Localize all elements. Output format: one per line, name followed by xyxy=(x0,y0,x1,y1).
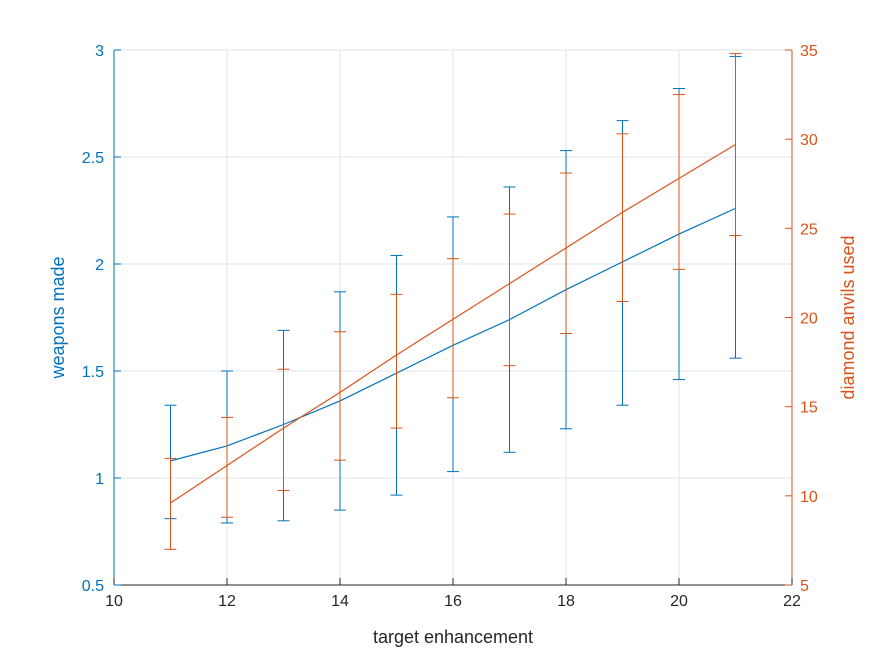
left-y-tick-label: 1 xyxy=(95,471,104,488)
left-y-axis-title: weapons made xyxy=(48,256,68,379)
left-y-tick-label: 2.5 xyxy=(82,150,104,167)
left-y-tick-label: 0.5 xyxy=(82,578,104,595)
left-y-tick-label: 2 xyxy=(95,257,104,274)
x-tick-label: 10 xyxy=(105,593,123,610)
x-axis-title: target enhancement xyxy=(373,627,533,647)
right-series-error-bar xyxy=(277,368,290,491)
x-tick-label: 16 xyxy=(444,593,462,610)
x-tick-label: 14 xyxy=(331,593,349,610)
left-y-tick-label: 3 xyxy=(95,43,104,60)
right-series-error-bar xyxy=(334,331,346,461)
x-tick-label: 22 xyxy=(783,593,801,610)
labels-layer: target enhancement weapons made diamond … xyxy=(48,235,858,647)
right-y-tick-label: 25 xyxy=(800,221,818,238)
right-y-axis-title: diamond anvils used xyxy=(838,235,858,399)
x-tick-label: 18 xyxy=(557,593,575,610)
right-y-tick-label: 35 xyxy=(800,43,818,60)
x-tick-label: 12 xyxy=(218,593,236,610)
right-y-tick-label: 20 xyxy=(800,311,818,328)
right-series-error-bar xyxy=(164,457,177,550)
series-layer xyxy=(164,53,742,550)
right-y-tick-label: 15 xyxy=(800,400,818,417)
right-series-error-bar xyxy=(503,213,516,367)
left-y-tick-label: 1.5 xyxy=(82,364,104,381)
right-y-tick-label: 10 xyxy=(800,489,818,506)
right-y-tick-label: 30 xyxy=(800,132,818,149)
right-series-error-bar xyxy=(221,416,233,518)
right-series-error-bar xyxy=(673,94,685,270)
right-series-error-bar xyxy=(390,293,403,429)
right-series-error-bar xyxy=(560,172,572,335)
right-y-tick-label: 5 xyxy=(800,578,809,595)
right-series-line xyxy=(170,144,736,504)
right-series-error-bar xyxy=(447,258,459,399)
x-tick-label: 20 xyxy=(670,593,688,610)
right-series-error-bar xyxy=(616,133,629,302)
